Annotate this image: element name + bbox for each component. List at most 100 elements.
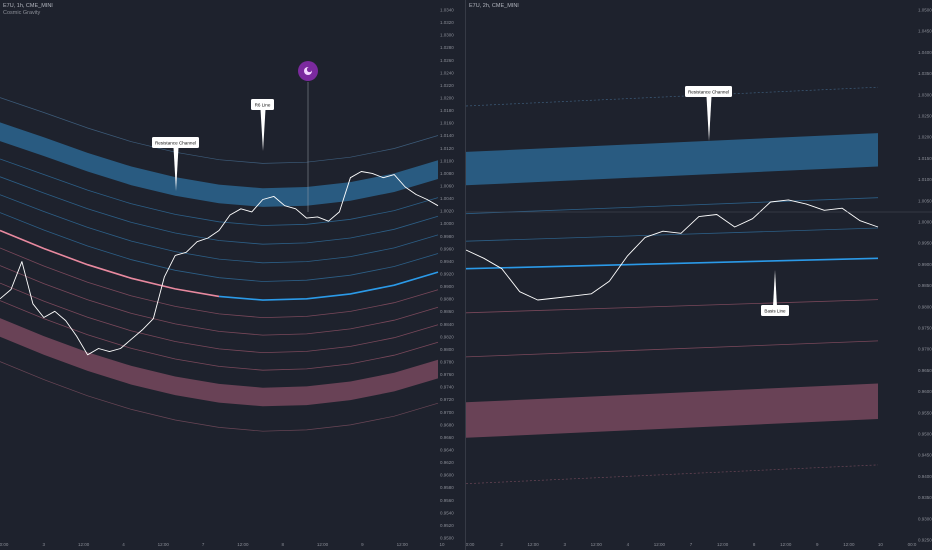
x-tick-label: 12:00 <box>654 542 666 547</box>
right-chart-header: E7U, 2h, CME_MINI <box>469 3 519 10</box>
y-tick-label: 1.0300 <box>440 33 454 38</box>
y-tick-label: 0.9960 <box>440 246 454 251</box>
right-chart[interactable]: 1.0500 1.0450 1.0400 1.0350 1.0300 1.0250 1.02… <box>466 0 932 550</box>
x-tick-label: 00:0 <box>908 542 917 547</box>
y-tick-label: 0.9820 <box>440 334 454 339</box>
upper-band-line <box>0 158 439 226</box>
left-chart[interactable]: 1.0340 1.0320 1.0300 1.0280 1.0260 1.0240 1.02… <box>0 0 465 550</box>
lower-band-line <box>466 299 879 314</box>
y-tick-label: 1.0120 <box>440 146 454 151</box>
y-tick-label: 0.9900 <box>440 284 454 289</box>
outer-support-line <box>466 464 879 485</box>
x-tick-label: 3 <box>43 542 46 547</box>
upper-band-line <box>466 197 879 215</box>
left-symbol-line: E7U, 1h, CME_MINI <box>3 3 53 9</box>
x-tick-label: 8 <box>281 542 284 547</box>
y-tick-label: 0.9880 <box>440 297 454 302</box>
y-tick-label: 0.9760 <box>440 372 454 377</box>
x-tick-label: 10 <box>439 542 445 547</box>
x-tick-label: 0:00 <box>466 542 475 547</box>
y-tick-label: 1.0180 <box>440 108 454 113</box>
right-resistance-callout: Resistance Channel <box>685 86 732 141</box>
price-line <box>466 199 879 301</box>
right-resistance-callout-box <box>685 86 732 97</box>
y-tick-label: 0.9860 <box>440 309 454 314</box>
resistance-callout-pointer <box>173 147 179 191</box>
x-tick-label: 12:00 <box>527 542 539 547</box>
y-tick-label: 0.9800 <box>440 347 454 352</box>
y-tick-label: 1.0240 <box>440 70 454 75</box>
y-tick-label: 0.9520 <box>440 523 454 528</box>
y-tick-label: 1.0060 <box>440 184 454 189</box>
y-tick-label: 0.9400 <box>918 474 932 479</box>
y-tick-label: 1.0000 <box>918 220 932 225</box>
upper-band-line <box>466 227 879 242</box>
outer-resistance-line <box>0 97 439 164</box>
r6-callout-label: R6 Line <box>255 102 271 107</box>
lower-band-line <box>0 247 439 319</box>
lower-band-line <box>0 282 439 354</box>
y-tick-label: 1.0050 <box>918 198 932 203</box>
y-tick-label: 1.0280 <box>440 45 454 50</box>
r6-callout: R6 Line <box>251 99 274 151</box>
pane-divider[interactable] <box>465 0 466 550</box>
y-tick-label: 0.9250 <box>918 538 932 543</box>
price-line <box>0 171 439 356</box>
y-tick-label: 1.0100 <box>918 177 932 182</box>
resistance-callout-box <box>152 137 199 148</box>
x-tick-label: 9 <box>361 542 364 547</box>
y-tick-label: 0.9720 <box>440 397 454 402</box>
x-tick-label: 12:00 <box>78 542 90 547</box>
y-tick-label: 0.9580 <box>440 485 454 490</box>
y-tick-label: 1.0100 <box>440 158 454 163</box>
y-tick-label: 0.9500 <box>918 432 932 437</box>
x-tick-label: 4 <box>122 542 125 547</box>
resistance-callout: Resistance Channel <box>152 137 199 191</box>
y-tick-label: 0.9700 <box>440 410 454 415</box>
x-tick-label: 12:00 <box>397 542 409 547</box>
basis-line <box>466 257 879 270</box>
x-tick-label: 12:00 <box>317 542 329 547</box>
y-tick-label: 1.0220 <box>440 83 454 88</box>
x-tick-label: 12:00 <box>717 542 729 547</box>
y-tick-label: 1.0160 <box>440 121 454 126</box>
x-tick-label: 12:00 <box>591 542 603 547</box>
x-tick-label: 4 <box>627 542 630 547</box>
y-tick-label: 1.0000 <box>440 221 454 226</box>
y-tick-label: 0.9550 <box>918 410 932 415</box>
y-tick-label: 1.0150 <box>918 156 932 161</box>
y-tick-label: 1.0400 <box>918 50 932 55</box>
upper-band-line <box>0 194 439 264</box>
x-tick-label: 8 <box>753 542 756 547</box>
left-chart-header: E7U, 1h, CME_MINI Cosmic Gravity <box>3 3 53 17</box>
y-tick-label: 1.0340 <box>440 8 454 13</box>
support-channel <box>466 383 878 438</box>
x-tick-label: 12:00 <box>158 542 170 547</box>
y-tick-label: 0.9500 <box>440 536 454 541</box>
support-channel <box>0 318 438 407</box>
y-tick-label: 0.9660 <box>440 435 454 440</box>
right-symbol-line: E7U, 2h, CME_MINI <box>469 3 519 9</box>
y-tick-label: 1.0200 <box>918 135 932 140</box>
y-tick-label: 1.0300 <box>918 92 932 97</box>
y-tick-label: 0.9540 <box>440 510 454 515</box>
y-tick-label: 0.9680 <box>440 422 454 427</box>
left-chart-panel[interactable]: 1.0340 1.0320 1.0300 1.0280 1.0260 1.0240 1.02… <box>0 0 465 550</box>
y-tick-label: 0.9950 <box>918 241 932 246</box>
y-tick-label: 0.9650 <box>918 368 932 373</box>
y-tick-label: 0.9900 <box>918 262 932 267</box>
y-tick-label: 0.9600 <box>440 473 454 478</box>
right-resistance-callout-pointer <box>706 96 712 141</box>
right-chart-panel[interactable]: 1.0500 1.0450 1.0400 1.0350 1.0300 1.0250 1.02… <box>466 0 932 550</box>
x-tick-label: 12:00 <box>780 542 792 547</box>
upper-band-line <box>0 212 439 282</box>
x-tick-label: 2 <box>500 542 503 547</box>
r6-callout-box <box>251 99 274 110</box>
x-tick-label: 12:00 <box>237 542 249 547</box>
y-tick-label: 0.9920 <box>440 272 454 277</box>
y-tick-label: 1.0320 <box>440 20 454 25</box>
basis-callout: Basis Line <box>761 270 789 316</box>
y-tick-label: 0.9980 <box>440 234 454 239</box>
y-tick-label: 0.9620 <box>440 460 454 465</box>
y-tick-label: 0.9940 <box>440 259 454 264</box>
